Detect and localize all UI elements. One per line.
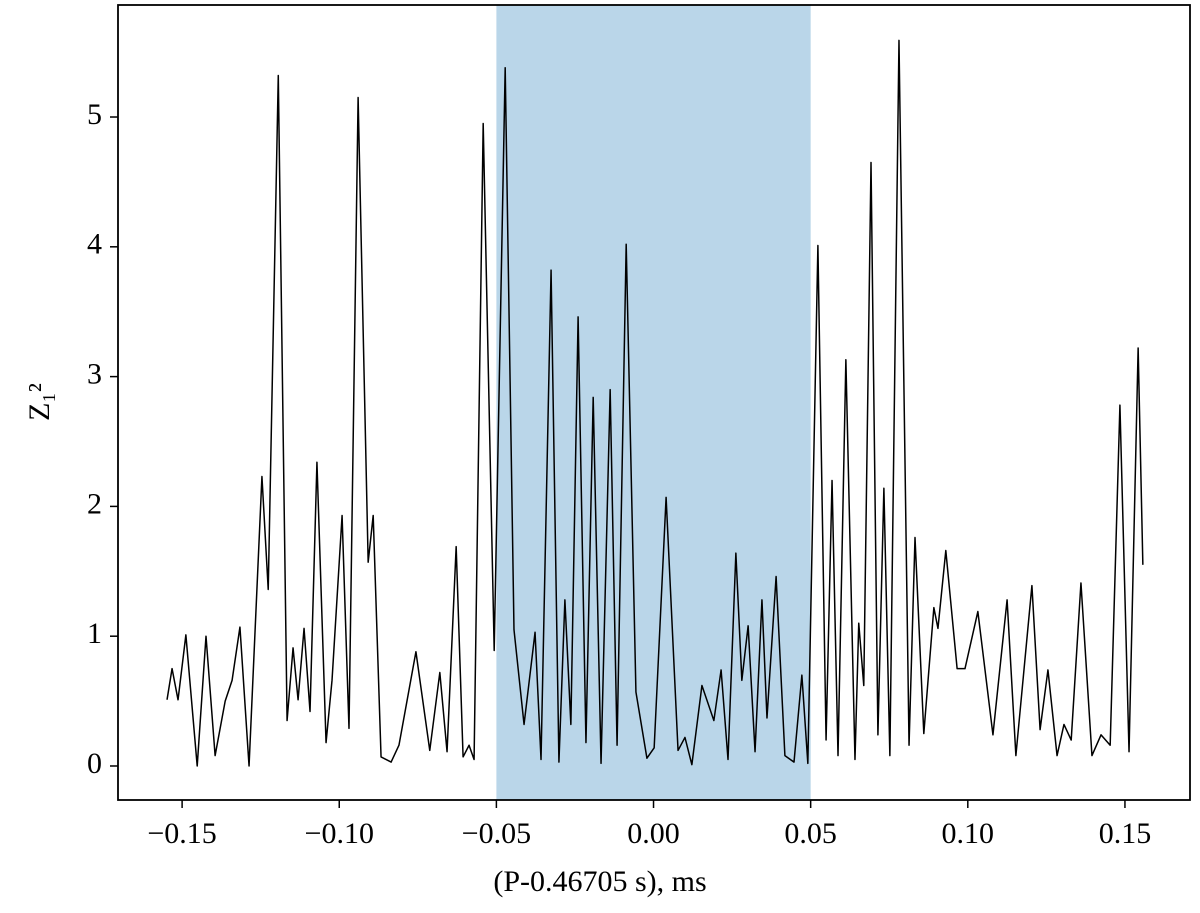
x-tick-label: 0.10 (942, 817, 995, 850)
y-tick-label: 4 (87, 228, 102, 261)
x-tick-label: 0.15 (1099, 817, 1152, 850)
highlight-span (496, 5, 811, 800)
x-axis-label: (P-0.46705 s), ms (493, 865, 706, 898)
x-tick-label: 0.00 (627, 817, 680, 850)
x-tick-label: −0.05 (462, 817, 531, 850)
x-tick-label: −0.15 (147, 817, 216, 850)
x-tick-label: −0.10 (305, 817, 374, 850)
plot-frame (117, 4, 1191, 801)
y-tick-label: 2 (87, 487, 102, 520)
x-tick-label: 0.05 (784, 817, 837, 850)
y-axis-label: Z₁² (23, 383, 56, 421)
data-line (166, 39, 1144, 767)
y-tick-label: 5 (87, 98, 102, 131)
y-tick-label: 0 (87, 747, 102, 780)
y-tick-label: 1 (87, 617, 102, 650)
y-tick-label: 3 (87, 357, 102, 390)
